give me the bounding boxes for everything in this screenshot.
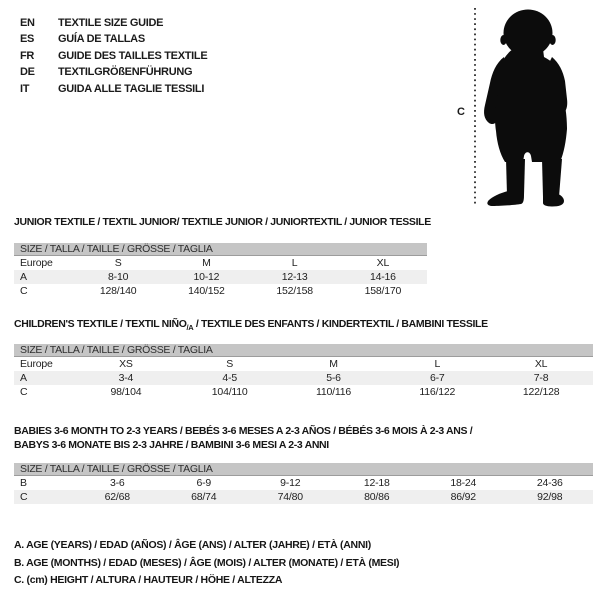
table-row-a: A 8-10 10-12 12-13 14-16 — [14, 270, 427, 284]
language-title: GUIDE DES TAILLES TEXTILE — [58, 49, 208, 62]
table-cell: 6-7 — [430, 372, 445, 384]
table-cell: 3-4 — [118, 372, 134, 384]
table-cell: 110/116 — [315, 386, 351, 398]
legend-line-c: C. (cm) HEIGHT / ALTURA / HAUTEUR / HÖHE… — [14, 574, 283, 586]
table-row-b: B 3-6 6-9 9-12 12-18 18-24 24-36 — [14, 476, 593, 490]
table-cell: 128/140 — [99, 285, 137, 297]
baby-silhouette-image — [484, 9, 568, 207]
list-item: IT GUIDA ALLE TAGLIE TESSILI — [20, 81, 207, 97]
list-item: DE TEXTILGRÖßENFÜHRUNG — [20, 64, 207, 80]
column-header: M — [202, 257, 211, 269]
row-label: A — [20, 271, 27, 283]
table-cell: 98/104 — [110, 386, 142, 398]
table-cell: 12-13 — [281, 271, 308, 283]
title-text: / TEXTILE DES ENFANTS / KINDERTEXTIL / B… — [193, 318, 488, 330]
language-title: GUÍA DE TALLAS — [58, 33, 145, 46]
row-label: Europe — [20, 257, 53, 269]
table-cell: 158/170 — [364, 285, 402, 297]
language-title-list: EN TEXTILE SIZE GUIDE ES GUÍA DE TALLAS … — [20, 15, 208, 97]
table-row-c: C 62/68 68/74 74/80 80/86 86/92 92/98 — [14, 490, 593, 504]
list-item: FR GUIDE DES TAILLES TEXTILE — [20, 48, 208, 64]
table-cell: 86/92 — [450, 491, 476, 503]
language-title: TEXTILGRÖßENFÜHRUNG — [58, 66, 193, 79]
list-item: ES GUÍA DE TALLAS — [20, 31, 207, 47]
babies-table-title: BABIES 3-6 MONTH TO 2-3 YEARS / BEBÉS 3-… — [14, 424, 589, 452]
table-cell: 116/122 — [419, 386, 456, 398]
list-item: EN TEXTILE SIZE GUIDE — [20, 15, 207, 31]
language-title: GUIDA ALLE TAGLIE TESSILI — [58, 82, 205, 95]
table-cell: 14-16 — [369, 271, 396, 283]
table-cell: 7-8 — [533, 372, 549, 384]
table-cell: 92/98 — [537, 491, 563, 503]
row-label: B — [20, 477, 27, 489]
row-label: C — [20, 386, 28, 398]
table-row-c: C 98/104 104/110 110/116 116/122 122/128 — [14, 385, 593, 399]
language-code: EN — [20, 17, 35, 29]
table-cell: 3-6 — [109, 477, 125, 489]
row-label: C — [20, 285, 28, 297]
table-cell: 62/68 — [104, 491, 130, 503]
table-cell: 122/128 — [522, 386, 560, 398]
children-table-title: CHILDREN'S TEXTILE / TEXTIL NIÑO/A / TEX… — [14, 318, 488, 332]
language-code: DE — [20, 66, 35, 79]
table-cell: 12-18 — [363, 477, 390, 489]
column-header: L — [291, 257, 298, 269]
table-cell: 104/110 — [211, 386, 248, 398]
table-cell: 18-24 — [450, 477, 477, 489]
title-line-1: BABIES 3-6 MONTH TO 2-3 YEARS / BEBÉS 3-… — [14, 425, 473, 437]
junior-size-table: SIZE / TALLA / TAILLE / GRÖSSE / TAGLIA … — [14, 243, 427, 298]
language-code: IT — [20, 82, 30, 95]
table-row-c: C 128/140 140/152 152/158 158/170 — [14, 284, 427, 298]
children-size-table: SIZE / TALLA / TAILLE / GRÖSSE / TAGLIA … — [14, 344, 593, 399]
language-code: ES — [20, 33, 35, 46]
language-code: FR — [20, 49, 35, 62]
legend-line-b: B. AGE (MONTHS) / EDAD (MESES) / ÂGE (MO… — [14, 556, 400, 569]
table-cell: 74/80 — [277, 491, 303, 503]
table-cell: 68/74 — [191, 491, 217, 503]
table-cell: 8-10 — [108, 271, 129, 283]
table-row-europe: Europe S M L XL — [14, 256, 427, 270]
title-text: CHILDREN'S TEXTILE / TEXTIL NIÑO — [14, 318, 187, 330]
column-header: M — [329, 358, 338, 370]
size-header-band: SIZE / TALLA / TAILLE / GRÖSSE / TAGLIA — [14, 463, 593, 476]
height-measure-label: C — [457, 106, 465, 118]
row-label: C — [20, 491, 28, 503]
table-cell: 4-5 — [222, 372, 237, 384]
table-cell: 9-12 — [280, 477, 301, 489]
title-subscript: /A — [186, 323, 194, 333]
column-header: XS — [119, 358, 133, 370]
babies-size-table: SIZE / TALLA / TAILLE / GRÖSSE / TAGLIA … — [14, 463, 593, 504]
row-label: A — [20, 372, 27, 384]
measurement-legend: A. AGE (YEARS) / EDAD (AÑOS) / ÂGE (ANS)… — [14, 537, 400, 590]
row-label: Europe — [20, 358, 53, 370]
table-cell: 140/152 — [188, 285, 225, 297]
table-cell: 24-36 — [536, 477, 563, 489]
table-cell: 5-6 — [326, 372, 341, 384]
table-cell: 80/86 — [364, 491, 390, 503]
table-cell: 6-9 — [196, 477, 212, 489]
size-header-band: SIZE / TALLA / TAILLE / GRÖSSE / TAGLIA — [14, 243, 427, 256]
column-header: XL — [376, 257, 390, 269]
table-row-europe: Europe XS S M L XL — [14, 357, 593, 371]
height-measure-dotted-line — [474, 8, 476, 206]
table-cell: 10-12 — [193, 271, 220, 283]
junior-table-title: JUNIOR TEXTILE / TEXTIL JUNIOR/ TEXTILE … — [14, 216, 431, 228]
table-row-a: A 3-4 4-5 5-6 6-7 7-8 — [14, 371, 593, 385]
column-header: S — [226, 358, 234, 370]
column-header: S — [114, 257, 122, 269]
language-title: TEXTILE SIZE GUIDE — [58, 17, 164, 29]
column-header: XL — [534, 358, 548, 370]
table-cell: 152/158 — [276, 285, 313, 297]
size-header-band: SIZE / TALLA / TAILLE / GRÖSSE / TAGLIA — [14, 344, 593, 357]
legend-line-a: A. AGE (YEARS) / EDAD (AÑOS) / ÂGE (ANS)… — [14, 539, 371, 551]
column-header: L — [434, 358, 441, 370]
title-line-2: BABYS 3-6 MONATE BIS 2-3 JAHRE / BAMBINI… — [14, 439, 329, 451]
